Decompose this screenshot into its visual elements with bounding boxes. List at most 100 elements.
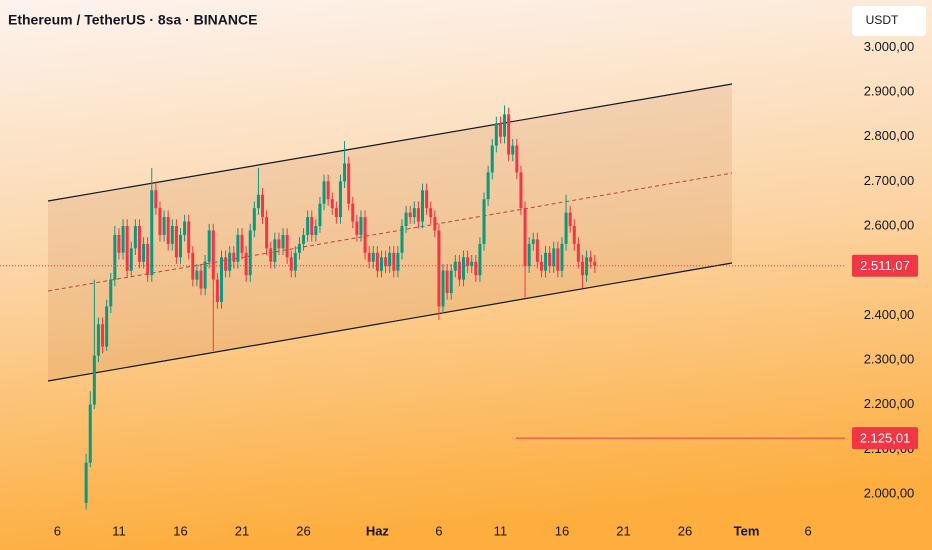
candle-body xyxy=(113,234,117,280)
x-tick-label: Tem xyxy=(734,523,760,538)
y-tick-label: 2.900,00 xyxy=(864,83,915,98)
candle-body xyxy=(203,261,207,289)
candle-body xyxy=(449,270,453,294)
candle-body xyxy=(228,252,232,271)
candle-body xyxy=(359,217,363,235)
candle-body xyxy=(244,252,248,276)
candle-body xyxy=(121,226,125,253)
price-tag-label: 2.511,07 xyxy=(860,258,910,273)
candle-body xyxy=(482,199,486,244)
candle-body xyxy=(494,123,498,146)
price-tag-label: 2.125,01 xyxy=(860,431,911,446)
candle-body xyxy=(142,243,146,262)
candle-body xyxy=(183,221,187,235)
candle-body xyxy=(146,243,150,276)
candle-body xyxy=(314,226,318,235)
candle-body xyxy=(523,208,527,267)
candle-body xyxy=(207,230,211,262)
candle-body xyxy=(154,190,158,209)
candle-body xyxy=(515,145,519,173)
x-tick-label: 26 xyxy=(678,523,692,538)
candle-body xyxy=(576,243,580,262)
candle-body xyxy=(478,243,482,276)
candle-body xyxy=(375,252,379,271)
candle-body xyxy=(125,226,129,271)
x-tick-label: 21 xyxy=(616,523,630,538)
candle-body xyxy=(137,226,141,262)
candle-body xyxy=(256,194,260,209)
candle-body xyxy=(363,217,367,253)
candle-body xyxy=(470,261,474,267)
candle-body xyxy=(105,306,109,347)
candle-body xyxy=(429,208,433,218)
candle-body xyxy=(236,234,240,262)
candle-body xyxy=(441,270,445,307)
candle-body xyxy=(158,208,162,235)
candle-body xyxy=(199,270,203,289)
candle-body xyxy=(466,257,470,267)
channel-upper xyxy=(47,83,733,202)
x-tick-label: Haz xyxy=(366,523,390,538)
candle-body xyxy=(572,226,576,244)
y-tick-label: 3.000,00 xyxy=(864,39,915,54)
x-tick-label: 6 xyxy=(435,523,442,538)
candle-body xyxy=(269,248,273,262)
currency-label: USDT xyxy=(866,13,899,27)
candle-body xyxy=(392,252,396,271)
y-tick-label: 2.700,00 xyxy=(864,173,915,188)
candle-body xyxy=(568,212,572,227)
candle-body xyxy=(330,199,334,209)
candle-body xyxy=(421,190,424,222)
candle-body xyxy=(552,248,556,267)
candle-body xyxy=(117,234,121,253)
x-tick-label: 6 xyxy=(804,523,811,538)
candle-body xyxy=(187,221,191,253)
candle-body xyxy=(277,239,281,249)
y-tick-label: 2.300,00 xyxy=(864,351,915,366)
candle-body xyxy=(306,217,310,235)
candle-body xyxy=(224,257,228,271)
candle-body xyxy=(351,203,355,222)
x-tick-label: 16 xyxy=(173,523,187,538)
x-tick-label: 21 xyxy=(235,523,249,538)
candle-body xyxy=(433,217,437,231)
candle-body xyxy=(388,252,392,267)
candle-body xyxy=(273,239,277,262)
candle-body xyxy=(174,226,178,258)
y-tick-label: 2.800,00 xyxy=(864,128,915,143)
candle-body xyxy=(408,212,412,218)
chart-title: Ethereum / TetherUS · 8sa · BINANCE xyxy=(8,12,257,28)
candle-body xyxy=(396,252,400,271)
candle-body xyxy=(215,279,219,302)
candle-body xyxy=(220,257,224,302)
candle-body xyxy=(326,181,330,200)
candle-body xyxy=(404,212,408,227)
candle-body xyxy=(310,217,314,235)
candle-body xyxy=(462,257,466,280)
channel-mid xyxy=(47,172,733,292)
candle-body xyxy=(84,462,88,503)
y-tick-label: 2.200,00 xyxy=(864,396,915,411)
candle-body xyxy=(252,208,256,231)
candle-body xyxy=(211,230,215,280)
price-tag xyxy=(852,254,918,277)
x-tick-label: 11 xyxy=(112,523,126,538)
candle-body xyxy=(425,190,429,209)
candle-body xyxy=(338,181,342,218)
candle-body xyxy=(511,145,515,155)
candle-body xyxy=(293,252,297,271)
candle-body xyxy=(544,252,548,271)
candle-body xyxy=(416,208,420,222)
candle-body xyxy=(367,252,371,262)
candle-body xyxy=(560,243,564,271)
candle-body xyxy=(88,404,92,463)
candle-body xyxy=(96,324,100,356)
candle-body xyxy=(548,252,552,267)
candle-body xyxy=(240,234,244,253)
candle-body xyxy=(527,243,531,267)
candle-body xyxy=(503,114,507,137)
candle-body xyxy=(474,261,478,276)
candle-body xyxy=(400,226,404,253)
